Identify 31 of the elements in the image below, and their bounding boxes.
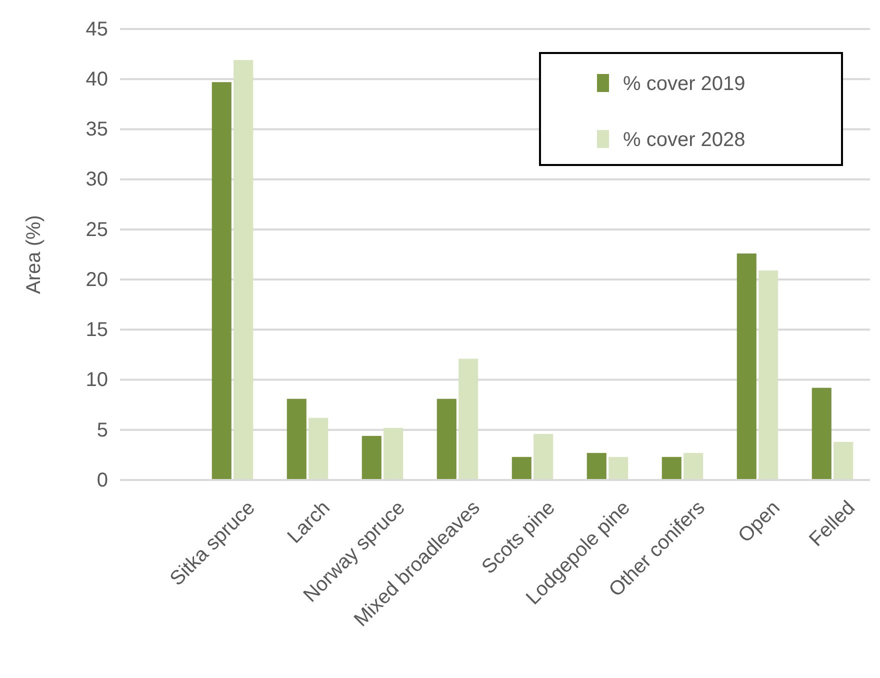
- y-tick-label: 40: [86, 68, 108, 91]
- bar: [758, 270, 778, 480]
- y-tick-label: 0: [96, 469, 108, 492]
- legend-label: % cover 2028: [623, 129, 746, 151]
- bar: [384, 428, 404, 480]
- bar: [234, 60, 254, 480]
- bar: [458, 358, 478, 480]
- bar: [286, 398, 306, 480]
- bar: [436, 398, 456, 480]
- legend-label: % cover 2019: [623, 73, 746, 95]
- y-tick-label: 30: [86, 168, 108, 191]
- bar: [586, 452, 606, 480]
- bar: [662, 456, 682, 480]
- y-tick-label: 5: [96, 419, 108, 442]
- bar: [736, 254, 756, 480]
- y-tick-label: 25: [86, 218, 108, 241]
- bar: [212, 82, 232, 480]
- bar: [362, 436, 382, 480]
- bar: [684, 452, 704, 480]
- y-tick-label: 15: [86, 319, 108, 342]
- bar: [812, 388, 832, 480]
- bar: [834, 442, 854, 480]
- bar: [534, 434, 554, 480]
- y-tick-label: 20: [86, 268, 108, 291]
- bar: [308, 418, 328, 480]
- y-tick-label: 45: [86, 18, 108, 40]
- y-tick-label: 10: [86, 369, 108, 392]
- y-axis-title: Area (%): [23, 215, 45, 294]
- bar: [608, 456, 628, 480]
- y-tick-label: 35: [86, 118, 108, 141]
- bar: [512, 456, 532, 480]
